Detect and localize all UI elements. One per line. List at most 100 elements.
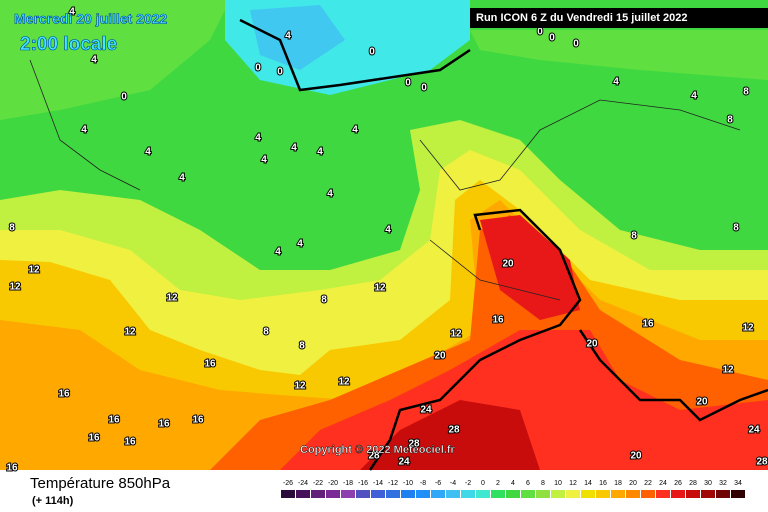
legend-swatch — [356, 490, 370, 498]
contour-label: 4 — [691, 91, 697, 102]
legend-swatch — [536, 490, 550, 498]
contour-label: 12 — [28, 265, 40, 276]
contour-label: 20 — [586, 339, 598, 350]
contour-label: 16 — [58, 389, 70, 400]
legend-tick-label: 14 — [584, 480, 592, 487]
contour-label: 0 — [549, 33, 555, 44]
contour-label: 20 — [434, 351, 446, 362]
legend-tick-label: 22 — [644, 480, 652, 487]
contour-label: 0 — [573, 39, 579, 50]
contour-line — [368, 208, 582, 471]
legend-tick-label: 18 — [614, 480, 622, 487]
footer-title: Température 850hPa — [30, 475, 171, 492]
contour-label: 8 — [263, 327, 269, 338]
contour-label: 4 — [385, 225, 391, 236]
contour-label: 8 — [631, 231, 637, 242]
contour-label: 20 — [630, 451, 642, 462]
legend-tick-label: -6 — [435, 480, 441, 487]
contour-label: 28 — [448, 425, 460, 436]
contour-label: 0 — [255, 63, 261, 74]
legend-swatch — [371, 490, 385, 498]
contour-label: 16 — [642, 319, 654, 330]
contour-label: 28 — [408, 439, 420, 450]
contour-label: 12 — [166, 293, 178, 304]
region — [360, 400, 540, 470]
legend-tick-label: 34 — [734, 480, 742, 487]
legend-swatch — [626, 490, 640, 498]
legend-swatch — [581, 490, 595, 498]
run-box — [470, 8, 768, 28]
legend-swatch — [311, 490, 325, 498]
contour-label: 0 — [405, 78, 411, 89]
contour-label: 16 — [492, 315, 504, 326]
copyright: Copyright © 2022 Meteociel.fr — [300, 444, 456, 456]
legend-swatch — [491, 490, 505, 498]
legend-tick-label: 4 — [511, 480, 515, 487]
contour-label: 4 — [91, 55, 97, 66]
contour-line — [578, 329, 768, 422]
legend-tick-label: 0 — [481, 480, 485, 487]
legend-swatch — [551, 490, 565, 498]
contour-label: 16 — [6, 463, 18, 474]
contour-label: 16 — [124, 437, 136, 448]
legend-tick-label: 6 — [526, 480, 530, 487]
contour-label: 4 — [145, 147, 151, 158]
legend-tick-label: 16 — [599, 480, 607, 487]
forecast-time: 2:00 locale — [20, 34, 117, 55]
legend-tick-label: -10 — [403, 480, 413, 487]
contour-label: 16 — [192, 415, 204, 426]
legend-tick-label: -18 — [343, 480, 353, 487]
contour-label: 4 — [255, 133, 261, 144]
legend-tick-label: -20 — [328, 480, 338, 487]
legend-swatch — [521, 490, 535, 498]
legend-tick-label: 26 — [674, 480, 682, 487]
contour-label: 0 — [369, 47, 375, 58]
legend-swatch — [656, 490, 670, 498]
contour-label: 24 — [420, 405, 432, 416]
legend-swatch — [506, 490, 520, 498]
contour-label: 12 — [374, 283, 386, 294]
legend-swatch — [386, 490, 400, 498]
contour-label: 0 — [537, 27, 543, 38]
contour-label: 24 — [748, 425, 760, 436]
legend-tick-label: -16 — [358, 480, 368, 487]
legend-tick-label: -8 — [420, 480, 426, 487]
contour-label: 0 — [277, 67, 283, 78]
contour-label: 8 — [727, 115, 733, 126]
contour-line — [239, 18, 471, 92]
legend-tick-label: -24 — [298, 480, 308, 487]
legend-tick-label: -12 — [388, 480, 398, 487]
legend-tick-label: 10 — [554, 480, 562, 487]
legend-tick-label: 24 — [659, 480, 667, 487]
run-info: Run ICON 6 Z du Vendredi 15 juillet 2022 — [476, 12, 688, 24]
contour-label: 8 — [743, 87, 749, 98]
legend-swatch — [596, 490, 610, 498]
contour-label: 4 — [261, 155, 267, 166]
legend-swatch — [641, 490, 655, 498]
color-legend: -26 -24 -22 -20 -18 -16 -14 -12 -10 -8 -6 -4 -2 0 2 4 6 8… — [281, 480, 745, 498]
contour-label: 12 — [124, 327, 136, 338]
contour-label: 4 — [291, 143, 297, 154]
legend-swatch — [281, 490, 295, 498]
contour-label: 16 — [108, 415, 120, 426]
contour-label: 28 — [756, 457, 768, 468]
forecast-date: Mercredi 20 juillet 2022 — [14, 11, 168, 27]
legend-swatch — [701, 490, 715, 498]
legend-swatch — [461, 490, 475, 498]
legend-tick-label: -2 — [465, 480, 471, 487]
legend-tick-label: 30 — [704, 480, 712, 487]
legend-swatch — [611, 490, 625, 498]
region — [0, 0, 230, 120]
legend-swatch — [566, 490, 580, 498]
contour-label: 4 — [81, 125, 87, 136]
legend-swatch — [326, 490, 340, 498]
legend-tick-label: -22 — [313, 480, 323, 487]
contour-label: 4 — [69, 7, 75, 18]
legend-tick-label: 20 — [629, 480, 637, 487]
legend-swatch — [401, 490, 415, 498]
legend-tick-label: 8 — [541, 480, 545, 487]
contour-label: 12 — [742, 323, 754, 334]
